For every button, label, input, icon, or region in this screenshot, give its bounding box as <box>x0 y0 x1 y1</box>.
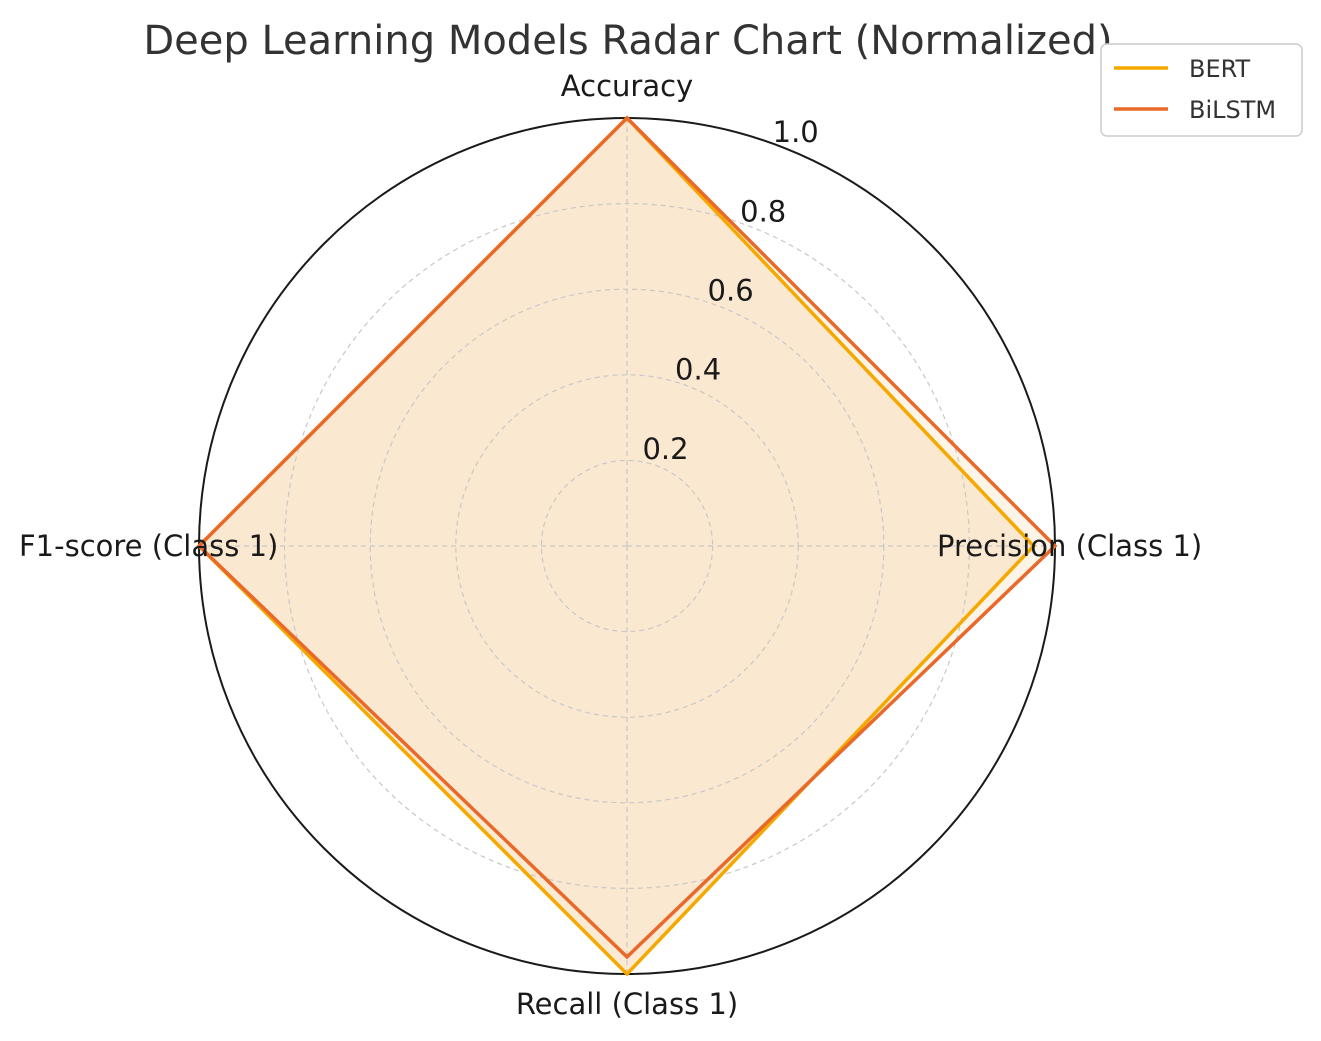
radial-tick-label: 1.0 <box>773 115 819 149</box>
axis-spokes <box>199 118 1055 974</box>
series-line-layer <box>196 115 1058 977</box>
legend-label-bert: BERT <box>1189 55 1251 83</box>
axis-label: Recall (Class 1) <box>516 987 738 1021</box>
radial-tick-labels: 0.2 0.4 0.6 0.8 1.0 <box>642 115 818 466</box>
axis-label: Accuracy <box>561 69 693 103</box>
axis-label: Precision (Class 1) <box>937 529 1202 563</box>
radial-tick-label: 0.2 <box>642 432 688 466</box>
axis-labels: Accuracy Precision (Class 1) Recall (Class… <box>19 69 1202 1021</box>
radial-tick-label: 0.8 <box>740 194 786 228</box>
radial-tick-label: 0.6 <box>708 274 754 308</box>
chart-title: Deep Learning Models Radar Chart (Normal… <box>143 18 1112 64</box>
radial-tick-label: 0.4 <box>675 353 721 387</box>
legend: BERT BiLSTM <box>1100 43 1303 137</box>
axis-label: F1-score (Class 1) <box>19 529 278 563</box>
legend-label-bilstm: BiLSTM <box>1189 96 1276 124</box>
series-fill-bilstm <box>199 118 1055 957</box>
series-line-bilstm <box>196 115 1058 960</box>
